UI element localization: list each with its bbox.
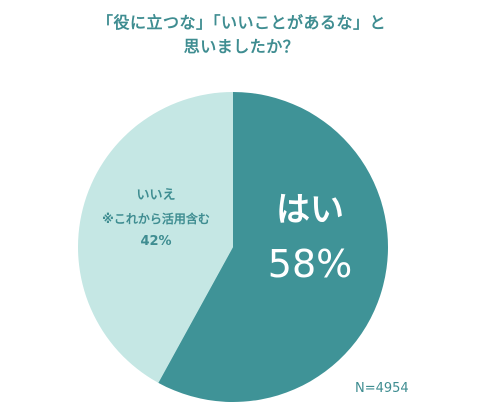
pie-slice-yes xyxy=(158,92,388,402)
slice-value-yes: 58% xyxy=(267,242,353,286)
pie-slice-no xyxy=(77,91,233,383)
chart-title-line-2: 思いましたか？ xyxy=(183,37,300,56)
slice-label-yes: はい xyxy=(276,190,344,230)
slice-value-no: 42% xyxy=(140,234,172,249)
sample-size-note: N=4954 xyxy=(355,381,409,396)
chart-title-line-1: 「役に立つな」「いいことがあるな」と xyxy=(96,13,386,32)
slice-label-no: いいえ xyxy=(136,188,176,203)
slice-note-no: ※これから活用含む xyxy=(102,212,210,226)
